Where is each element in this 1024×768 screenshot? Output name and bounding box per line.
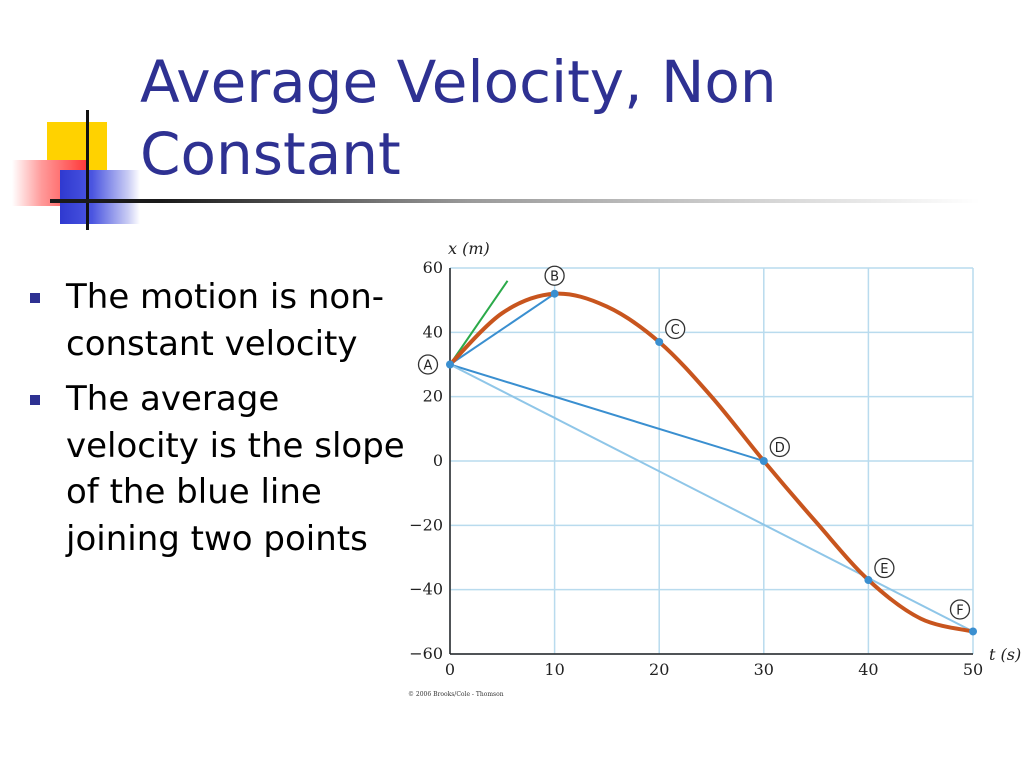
x-tick-label: 20: [649, 660, 669, 679]
x-tick-label: 10: [544, 660, 564, 679]
y-tick-label: 40: [423, 322, 443, 341]
tangent-line: [449, 280, 509, 366]
point-label-C: C: [671, 323, 680, 338]
x-tick-label: 50: [963, 660, 983, 679]
point-D: [759, 457, 768, 465]
decor-vertical-line: [86, 110, 89, 230]
bullet-text: The motion is non-constant velocity: [66, 277, 385, 364]
y-tick-label: −60: [409, 644, 443, 663]
copyright-text: © 2006 Brooks/Cole - Thomson: [408, 691, 504, 698]
x-axis-label: t (s): [989, 645, 1021, 664]
y-tick-label: 20: [423, 387, 443, 406]
point-label-circle-C: [665, 318, 686, 340]
chart-axes: [449, 268, 973, 655]
secant-line-AD: [449, 363, 765, 462]
secant-lines: [449, 280, 974, 633]
point-B: [550, 289, 559, 298]
x-tick-label: 40: [858, 660, 878, 679]
position-curve: [448, 291, 975, 634]
bullet-item: The motion is non-constant velocity: [30, 274, 410, 367]
y-tick-label: −40: [409, 580, 443, 599]
y-axis-label: x (m): [448, 239, 490, 258]
point-E: [864, 576, 873, 585]
point-label-A: A: [424, 359, 433, 374]
point-label-B: B: [550, 270, 559, 285]
position-curve-path: [448, 291, 975, 634]
point-A: [446, 360, 454, 369]
point-label-E: E: [880, 562, 888, 577]
bullet-list: The motion is non-constant velocity The …: [30, 274, 410, 571]
point-label-circle-D: [769, 436, 790, 458]
y-tick-label: 60: [423, 258, 443, 277]
point-label-circle-E: [874, 557, 895, 579]
point-label-F: F: [956, 603, 963, 618]
y-tick-label: −20: [409, 515, 443, 534]
bullet-text: The average velocity is the slope of the…: [66, 379, 405, 559]
secant-line-AB: [449, 292, 556, 366]
point-label-circle-F: [949, 599, 971, 620]
title-divider: [50, 199, 980, 203]
chart-points: [417, 265, 977, 636]
y-tick-label: 0: [433, 451, 443, 470]
decor-blue-square: [60, 170, 140, 224]
bullet-square-icon: [30, 395, 40, 405]
secant-line-AF: [449, 363, 974, 633]
x-tick-label: 0: [445, 660, 455, 679]
slide-title: Average Velocity, Non Constant: [140, 48, 777, 188]
point-F: [969, 627, 977, 636]
chart-grid: [449, 267, 974, 655]
bullet-square-icon: [30, 293, 40, 303]
point-C: [655, 337, 664, 346]
point-label-circle-A: [417, 354, 439, 375]
chart-labels: 0 10 20 30 40 50 −60 −40 −20 0 20 40 60 x (m) t (s) © 2…: [408, 239, 1021, 698]
position-time-chart: 0 10 20 30 40 50 −60 −40 −20 0 20 40 60 x (m) t (s) © 2…: [408, 239, 1021, 698]
x-tick-label: 30: [754, 660, 774, 679]
bullet-item: The average velocity is the slope of the…: [30, 376, 410, 562]
point-label-circle-B: [544, 265, 565, 286]
point-label-D: D: [775, 441, 785, 456]
